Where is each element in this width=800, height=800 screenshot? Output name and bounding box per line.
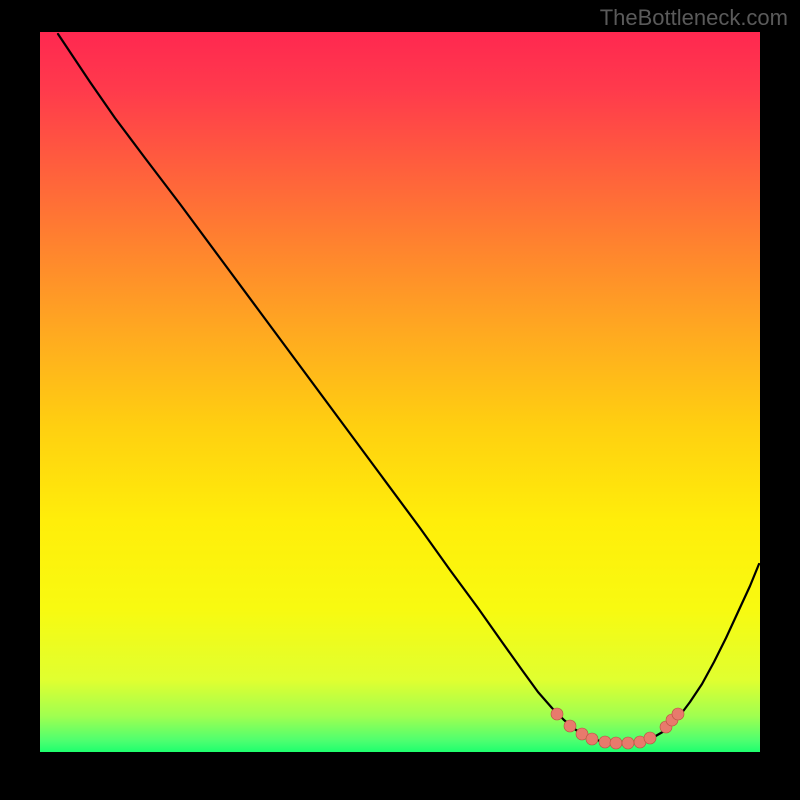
chart-svg xyxy=(0,0,800,800)
optimal-marker xyxy=(666,714,678,726)
optimal-marker xyxy=(599,736,611,748)
optimal-zone-markers xyxy=(551,708,684,749)
optimal-marker xyxy=(644,732,656,744)
optimal-marker xyxy=(586,733,598,745)
optimal-marker xyxy=(660,721,672,733)
plot-background xyxy=(40,32,760,752)
optimal-marker xyxy=(634,736,646,748)
optimal-marker xyxy=(576,728,588,740)
optimal-marker xyxy=(672,708,684,720)
optimal-marker xyxy=(551,708,563,720)
bottleneck-curve xyxy=(58,34,759,743)
watermark-text: TheBottleneck.com xyxy=(600,5,788,31)
optimal-marker xyxy=(622,737,634,749)
optimal-marker xyxy=(564,720,576,732)
optimal-marker xyxy=(610,737,622,749)
